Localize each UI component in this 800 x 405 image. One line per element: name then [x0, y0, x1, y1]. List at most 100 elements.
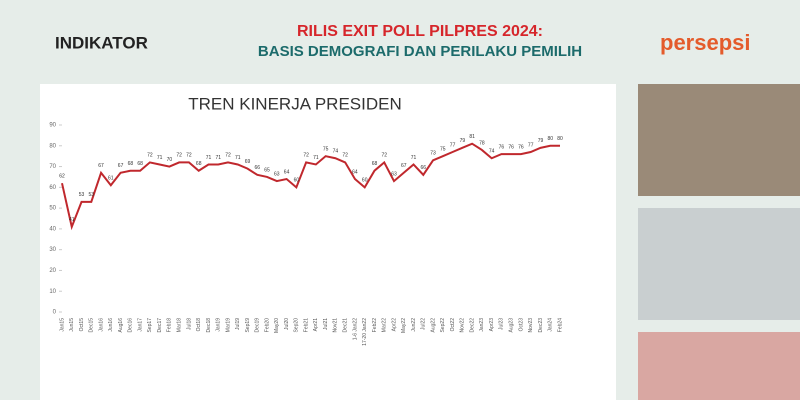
y-tick-label: 90 [49, 123, 56, 129]
data-label: 75 [440, 146, 446, 152]
x-tick-label: Oct23 [518, 318, 524, 332]
x-tick-label: Aug22 [430, 318, 436, 333]
data-label: 81 [469, 134, 475, 140]
data-label: 71 [206, 155, 212, 161]
data-label: 69 [245, 159, 251, 165]
x-tick-label: Jun15 [69, 318, 75, 332]
x-tick-label: Jun16 [108, 318, 114, 332]
data-label: 77 [450, 142, 456, 148]
data-label: 75 [323, 146, 329, 152]
data-label: 73 [430, 151, 436, 157]
video-tile [638, 332, 800, 400]
y-tick-label: 80 [49, 143, 56, 149]
x-tick-label: Sep20 [294, 318, 300, 333]
x-tick-label: Jul21 [323, 318, 329, 330]
left-logo: INDIKATOR [55, 33, 148, 52]
video-tile [638, 84, 800, 196]
data-label: 80 [547, 136, 553, 142]
x-tick-label: Sep17 [147, 318, 153, 333]
data-label: 53 [89, 192, 95, 198]
x-tick-label: Feb21 [303, 318, 309, 332]
x-tick-label: Dec23 [538, 318, 544, 333]
data-label: 68 [128, 161, 134, 167]
x-tick-label: Feb24 [557, 318, 563, 332]
x-tick-label: Oct15 [79, 318, 85, 332]
x-tick-label: Jan16 [98, 318, 104, 332]
y-tick-label: 50 [49, 206, 56, 212]
data-label: 79 [538, 138, 544, 144]
x-tick-label: Oct18 [196, 318, 202, 332]
x-tick-label: Feb18 [167, 318, 173, 332]
x-tick-label: Dec21 [343, 318, 349, 333]
data-label: 64 [352, 169, 358, 175]
data-label: 63 [274, 171, 280, 177]
data-label: 70 [167, 157, 173, 163]
x-tick-label: Apr21 [313, 318, 319, 332]
y-tick-label: 10 [49, 289, 56, 295]
y-tick-label: 60 [49, 185, 56, 191]
y-tick-label: 40 [49, 226, 56, 232]
x-tick-label: Dec18 [206, 318, 212, 333]
x-tick-label: 1-6 Jan22 [352, 318, 358, 340]
data-label: 76 [508, 144, 514, 150]
data-label: 77 [528, 142, 534, 148]
x-tick-label: Aug16 [118, 318, 124, 333]
data-label: 71 [235, 155, 241, 161]
y-tick-label: 70 [49, 164, 56, 170]
x-tick-label: Jan17 [137, 318, 143, 332]
x-tick-label: Dec15 [89, 318, 95, 333]
x-tick-label: Jun22 [411, 318, 417, 332]
data-label: 63 [391, 171, 397, 177]
data-label: 66 [255, 165, 261, 171]
y-tick-label: 30 [49, 247, 56, 253]
x-tick-label: May20 [274, 318, 280, 333]
data-label: 61 [108, 176, 114, 182]
data-label: 60 [362, 178, 368, 184]
data-label: 78 [479, 140, 485, 146]
x-tick-label: Feb20 [264, 318, 270, 332]
data-label: 74 [489, 149, 495, 155]
data-label: 64 [284, 169, 290, 175]
header-title: RILIS EXIT POLL PILPRES 2024: [297, 23, 543, 40]
x-tick-label: Jan23 [479, 318, 485, 332]
x-tick-label: Mar19 [225, 318, 231, 332]
header-subtitle: BASIS DEMOGRAFI DAN PERILAKU PEMILIH [258, 43, 582, 60]
x-tick-label: Jul19 [235, 318, 241, 330]
data-label: 72 [225, 153, 231, 159]
x-tick-label: Jul22 [421, 318, 427, 330]
data-label: 53 [79, 192, 85, 198]
data-label: 68 [137, 161, 143, 167]
data-label: 62 [59, 174, 65, 180]
right-logo: persepsi [660, 30, 751, 55]
data-label: 60 [294, 178, 300, 184]
x-tick-label: Sep19 [245, 318, 251, 333]
data-label: 66 [421, 165, 427, 171]
data-label: 74 [333, 149, 339, 155]
video-tile [638, 208, 800, 320]
x-tick-label: May22 [401, 318, 407, 333]
x-tick-label: Nov21 [333, 318, 339, 333]
x-tick-label: Feb22 [372, 318, 378, 332]
x-tick-label: Nov22 [460, 318, 466, 333]
data-label: 72 [342, 153, 348, 159]
chart-title: TREN KINERJA PRESIDEN [188, 94, 402, 113]
data-label: 71 [215, 155, 221, 161]
data-label: 80 [557, 136, 563, 142]
data-label: 76 [499, 144, 505, 150]
x-tick-label: Mar22 [382, 318, 388, 332]
x-tick-label: Oct22 [450, 318, 456, 332]
x-tick-label: Jul23 [499, 318, 505, 330]
x-tick-label: Aug23 [509, 318, 515, 333]
x-tick-label: Sep22 [440, 318, 446, 333]
x-tick-label: Jan24 [548, 318, 554, 332]
x-tick-label: Apr22 [391, 318, 397, 332]
x-tick-label: Jul18 [186, 318, 192, 330]
y-tick-label: 0 [53, 310, 57, 316]
x-tick-label: Mar18 [177, 318, 183, 332]
x-tick-label: Dec17 [157, 318, 163, 333]
y-tick-label: 20 [49, 268, 56, 274]
data-line [61, 142, 560, 231]
chart-panel [40, 84, 616, 400]
data-label: 72 [176, 153, 182, 159]
